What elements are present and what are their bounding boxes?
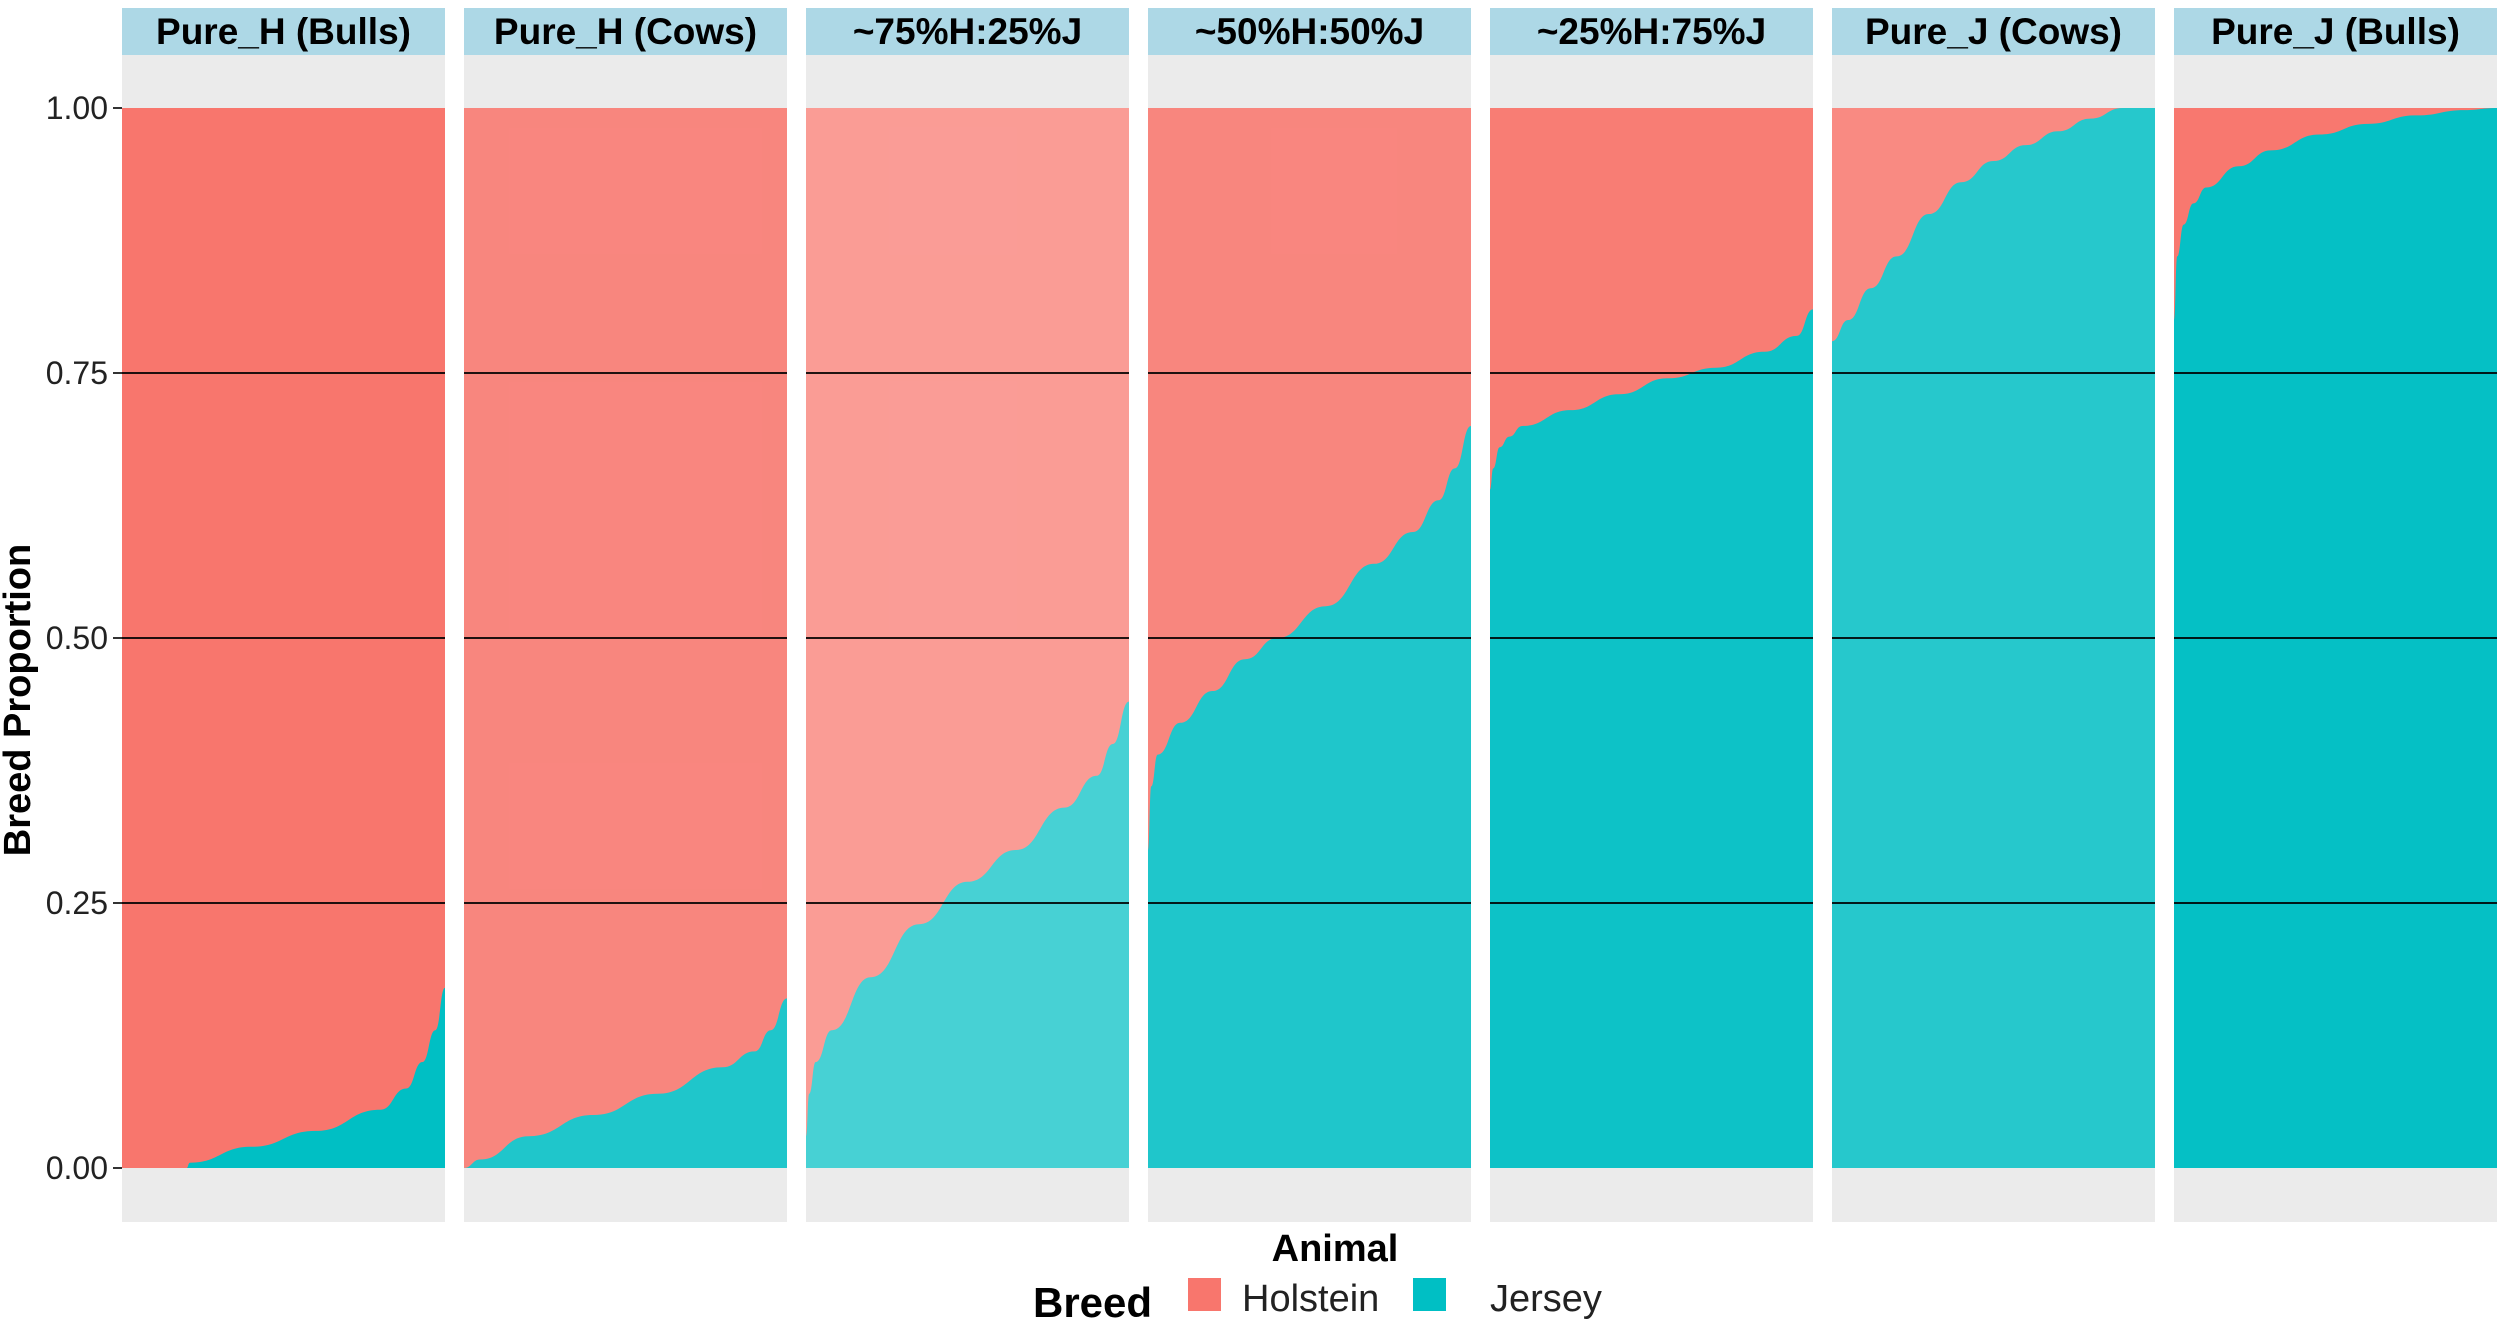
jersey-area bbox=[1148, 426, 1471, 1168]
strip-background bbox=[122, 8, 445, 55]
panel-4: ~50%H:50%J bbox=[1148, 8, 1471, 1222]
y-tick-label: 1.00 bbox=[46, 90, 108, 126]
strip-background bbox=[1148, 8, 1471, 55]
strip-label-pure-h-bulls: Pure_H (Bulls) bbox=[156, 11, 411, 52]
strip-background bbox=[1490, 8, 1813, 55]
jersey-area bbox=[1490, 309, 1813, 1168]
strip-label-75-h-25-j: ~75%H:25%J bbox=[853, 11, 1082, 52]
legend-swatch-holstein bbox=[1188, 1278, 1221, 1311]
jersey-area bbox=[464, 998, 787, 1168]
y-tick-label: 0.25 bbox=[46, 885, 108, 921]
strip-background bbox=[806, 8, 1129, 55]
legend-title: Breed bbox=[1033, 1279, 1152, 1321]
legend-label-holstein: Holstein bbox=[1242, 1278, 1379, 1320]
y-tick-label: 0.50 bbox=[46, 620, 108, 656]
strip-background bbox=[464, 8, 787, 55]
panel-7: Pure_J (Bulls) bbox=[2174, 8, 2497, 1222]
y-axis-title: Breed Proportion bbox=[0, 544, 39, 856]
strip-label-50-h-50-j: ~50%H:50%J bbox=[1195, 11, 1424, 52]
x-axis-title: Animal bbox=[1272, 1228, 1399, 1270]
panel-1: Pure_H (Bulls) bbox=[122, 8, 445, 1222]
panel-3: ~75%H:25%J bbox=[806, 8, 1129, 1222]
strip-background bbox=[1832, 8, 2155, 55]
strip-label-pure-j-cows: Pure_J (Cows) bbox=[1865, 11, 2122, 52]
legend-label-jersey: Jersey bbox=[1490, 1278, 1602, 1320]
panel-6: Pure_J (Cows) bbox=[1832, 8, 2155, 1222]
strip-label-pure-h-cows: Pure_H (Cows) bbox=[494, 11, 757, 52]
panel-2: Pure_H (Cows) bbox=[464, 8, 787, 1222]
panel-5: ~25%H:75%J bbox=[1490, 8, 1813, 1222]
strip-background bbox=[2174, 8, 2497, 55]
legend-swatch-jersey bbox=[1413, 1278, 1446, 1311]
strip-label-25-h-75-j: ~25%H:75%J bbox=[1537, 11, 1766, 52]
panels-layer: Pure_H (Bulls) Pure_H (Cows) ~75%H:25%J ~50… bbox=[122, 8, 2497, 1222]
legend: Breed Holstein Jersey bbox=[1033, 1278, 1602, 1326]
y-tick-label: 0.00 bbox=[46, 1150, 108, 1186]
jersey-area bbox=[122, 987, 445, 1168]
y-axis: 0.00 0.25 0.50 0.75 1.00 bbox=[46, 90, 122, 1186]
jersey-area bbox=[806, 701, 1129, 1168]
y-tick-label: 0.75 bbox=[46, 355, 108, 391]
strip-label-pure-j-bulls: Pure_J (Bulls) bbox=[2211, 11, 2460, 52]
